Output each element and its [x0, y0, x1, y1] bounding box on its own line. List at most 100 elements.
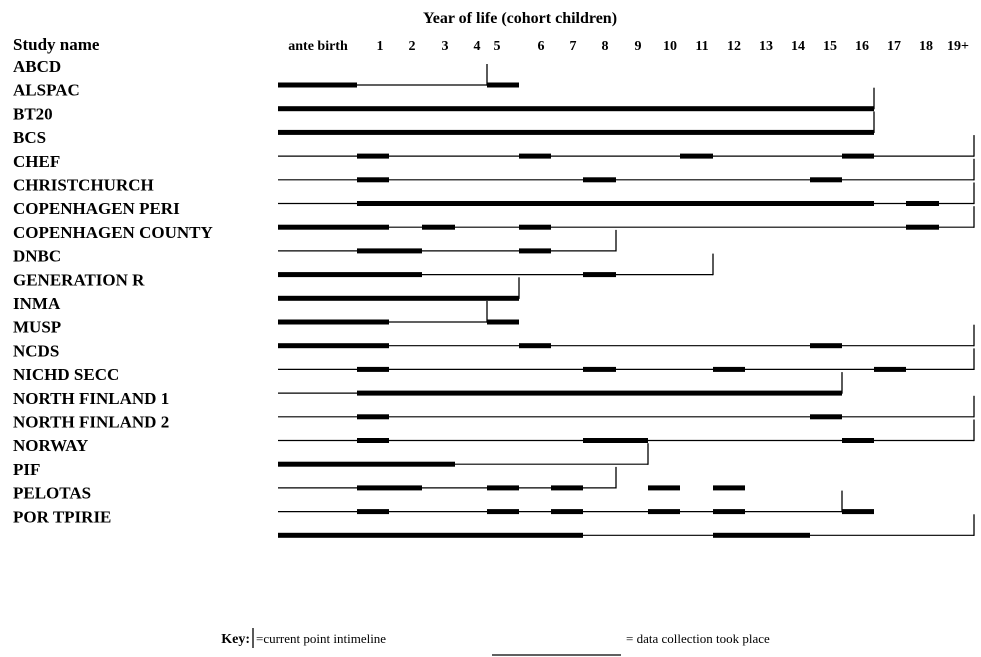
key-data-collection-text: = data collection took place: [626, 631, 770, 646]
study-name: GENERATION R: [13, 270, 145, 289]
data-collection-bar: [713, 485, 745, 491]
study-name: COPENHAGEN PERI: [13, 199, 180, 218]
study-rows: ABCD ALSPAC BT20 BCS CHEF CHRISTCHURCH COPENHA…: [13, 57, 975, 538]
data-collection-bar: [487, 509, 519, 515]
study-name: MUSP: [13, 318, 61, 337]
key-label: Key:: [221, 632, 250, 647]
year-column-label: 18: [919, 39, 933, 54]
data-collection-bar: [906, 201, 939, 206]
data-collection-bar: [278, 129, 874, 135]
data-collection-bar: [357, 509, 389, 515]
year-column-label: 7: [570, 39, 577, 54]
key-legend: Key: =current point intimeline = data co…: [221, 628, 770, 656]
study-row: COPENHAGEN COUNTY: [13, 223, 617, 254]
study-name: INMA: [13, 294, 61, 313]
study-name: BT20: [13, 104, 53, 123]
study-name: ABCD: [13, 57, 61, 76]
study-name: POR TPIRIE: [13, 507, 111, 526]
data-collection-bar: [278, 82, 357, 88]
data-collection-bar: [278, 343, 389, 349]
study-name: BCS: [13, 128, 46, 147]
data-collection-bar: [842, 509, 874, 515]
data-collection-bar: [278, 272, 422, 278]
data-collection-bar: [278, 319, 389, 325]
year-column-label: ante birth: [288, 39, 348, 54]
data-collection-bar: [519, 224, 551, 230]
data-collection-bar: [278, 461, 455, 467]
chart-title: Year of life (cohort children): [423, 10, 617, 27]
year-column-label: 8: [602, 39, 609, 54]
data-collection-bar: [487, 319, 519, 325]
study-row: PELOTAS: [13, 484, 874, 515]
data-collection-bar: [357, 177, 389, 183]
year-column-label: 2: [409, 39, 416, 54]
data-collection-bar: [583, 438, 648, 443]
study-row: ABCD: [13, 57, 519, 88]
data-collection-bar: [422, 224, 455, 230]
data-collection-bar: [357, 201, 874, 206]
year-column-label: 3: [442, 39, 449, 54]
year-column-label: 5: [494, 39, 501, 54]
data-collection-bar: [487, 485, 519, 491]
study-name-header: Study name: [13, 35, 100, 54]
study-name: CHEF: [13, 152, 60, 171]
study-row: POR TPIRIE: [13, 507, 975, 538]
year-column-label: 11: [695, 39, 708, 54]
study-name: CHRISTCHURCH: [13, 176, 154, 195]
year-column-label: 14: [791, 39, 805, 54]
year-column-label: 16: [855, 39, 869, 54]
data-collection-bar: [357, 485, 422, 491]
study-name: NICHD SECC: [13, 365, 119, 384]
study-name: NCDS: [13, 341, 59, 360]
key-current-point-text: =current point intimeline: [256, 631, 386, 646]
data-collection-bar: [583, 366, 616, 372]
year-column-label: 13: [759, 39, 773, 54]
data-collection-bar: [357, 438, 389, 443]
data-collection-bar: [278, 106, 874, 112]
data-collection-bar: [810, 414, 842, 420]
data-collection-bar: [713, 509, 745, 515]
data-collection-bar: [810, 343, 842, 349]
year-column-label: 15: [823, 39, 837, 54]
data-collection-bar: [551, 509, 583, 515]
study-row: NORWAY: [13, 436, 649, 467]
study-name: PIF: [13, 460, 40, 479]
data-collection-bar: [519, 343, 551, 349]
data-collection-bar: [278, 224, 389, 230]
data-collection-bar: [906, 224, 939, 230]
data-collection-bar: [648, 509, 680, 515]
study-row: NORTH FINLAND 2: [13, 413, 975, 443]
data-collection-bar: [278, 532, 583, 538]
data-collection-bar: [583, 272, 616, 278]
year-column-label: 17: [887, 39, 901, 54]
data-collection-bar: [810, 177, 842, 183]
data-collection-bar: [713, 532, 810, 538]
year-column-label: 10: [663, 39, 677, 54]
year-column-labels: ante birth 1 2 3 4 5 6 7 8 9 10 11 12 13 14 15 16 17 18 19+: [288, 39, 969, 54]
study-row: INMA: [13, 294, 519, 325]
data-collection-bar: [519, 153, 551, 159]
study-name: PELOTAS: [13, 484, 91, 503]
study-name: NORWAY: [13, 436, 88, 455]
year-column-label: 1: [377, 39, 384, 54]
study-row: PIF: [13, 460, 745, 491]
study-name: COPENHAGEN COUNTY: [13, 223, 213, 242]
year-column-label: 9: [635, 39, 642, 54]
data-collection-bar: [713, 366, 745, 372]
study-row: GENERATION R: [13, 270, 520, 301]
data-collection-bar: [583, 177, 616, 183]
study-row: NICHD SECC: [13, 365, 843, 396]
data-collection-bar: [357, 366, 389, 372]
data-collection-bar: [874, 366, 906, 372]
study-row: COPENHAGEN PERI: [13, 199, 975, 230]
data-collection-bar: [551, 485, 583, 491]
data-collection-bar: [357, 153, 389, 159]
data-collection-bar: [278, 295, 519, 301]
study-name: NORTH FINLAND 2: [13, 413, 169, 432]
study-name: NORTH FINLAND 1: [13, 389, 169, 408]
year-column-label: 12: [727, 39, 741, 54]
data-collection-bar: [648, 485, 680, 491]
study-row: CHEF: [13, 152, 975, 183]
study-row: ALSPAC: [13, 81, 875, 112]
